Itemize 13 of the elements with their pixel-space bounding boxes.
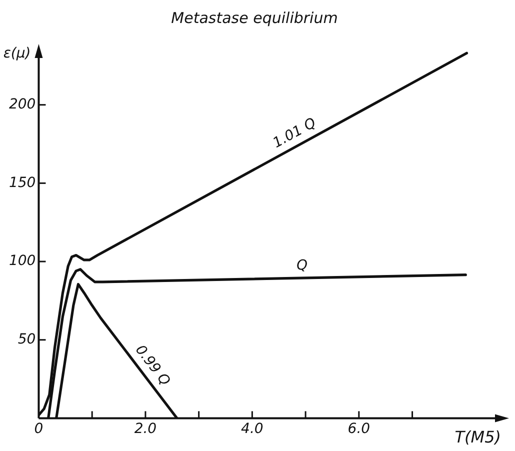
y-tick-label: 100 — [8, 253, 36, 270]
x-tick-label: 6.0 — [348, 421, 370, 438]
x-tick-label: 0 — [34, 421, 44, 438]
x-axis-title: T(M5) — [454, 427, 501, 446]
text: 1.01 Q — [270, 115, 319, 152]
y-tick-label: 50 — [18, 332, 36, 348]
chart-title: Metastase equilibrium — [171, 8, 338, 27]
y-tick-label: 200 — [8, 96, 36, 112]
x-tick-label: 2.0 — [134, 421, 157, 438]
y-axis-title: ε(μ) — [3, 46, 31, 62]
x-tick-label: 4.0 — [241, 421, 264, 438]
series-label: Q — [296, 258, 308, 274]
y-tick-label: 150 — [8, 174, 36, 191]
